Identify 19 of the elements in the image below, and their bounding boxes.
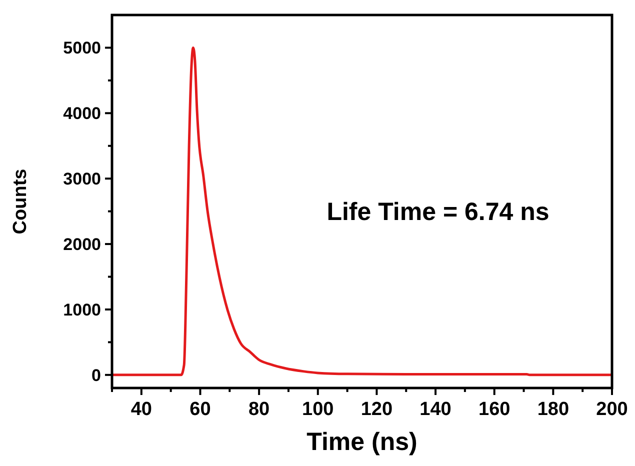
x-tick-label: 140	[420, 399, 452, 420]
y-tick-label: 3000	[63, 170, 101, 189]
x-tick-label: 180	[537, 399, 570, 420]
line-series	[110, 46, 614, 376]
y-tick-label: 5000	[63, 38, 101, 58]
x-tick-label: 120	[360, 399, 393, 420]
x-tick-label: 160	[478, 399, 510, 420]
x-tick-label: 100	[302, 399, 334, 420]
x-axis-title: Time (ns)	[306, 428, 418, 456]
y-axis-title: Counts	[10, 168, 31, 234]
x-tick-label: 80	[248, 399, 270, 420]
y-tick-label: 2000	[63, 234, 101, 254]
x-tick-label: 40	[130, 399, 152, 420]
y-tick-label: 0	[92, 366, 101, 385]
annotation: Life Time = 6.74 ns	[326, 198, 550, 226]
x-tick-label: 200	[596, 399, 628, 420]
y-tick-label: 4000	[63, 104, 101, 124]
x-tick-label: 60	[190, 399, 211, 420]
y-tick-label: 1000	[63, 300, 101, 320]
